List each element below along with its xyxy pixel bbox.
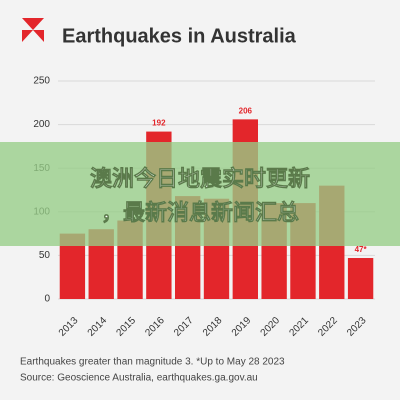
value-label: 47* [355, 245, 368, 254]
bar [347, 258, 374, 299]
value-label: 206 [239, 106, 253, 115]
logo [22, 18, 44, 42]
chart-title: Earthquakes in Australia [62, 25, 297, 47]
value-label: 192 [152, 119, 166, 128]
overlay-line: 澳洲今日地震实时更新 [90, 166, 310, 191]
y-tick-label: 50 [39, 250, 51, 261]
overlay-banner [0, 142, 400, 246]
overlay-line: ，最新消息新闻汇总 [101, 200, 299, 225]
y-tick-label: 200 [33, 119, 50, 130]
y-tick-label: 0 [44, 294, 50, 305]
source: Source: Geoscience Australia, earthquake… [20, 373, 258, 384]
footnote: Earthquakes greater than magnitude 3. *U… [20, 357, 285, 368]
y-tick-label: 250 [33, 76, 50, 87]
